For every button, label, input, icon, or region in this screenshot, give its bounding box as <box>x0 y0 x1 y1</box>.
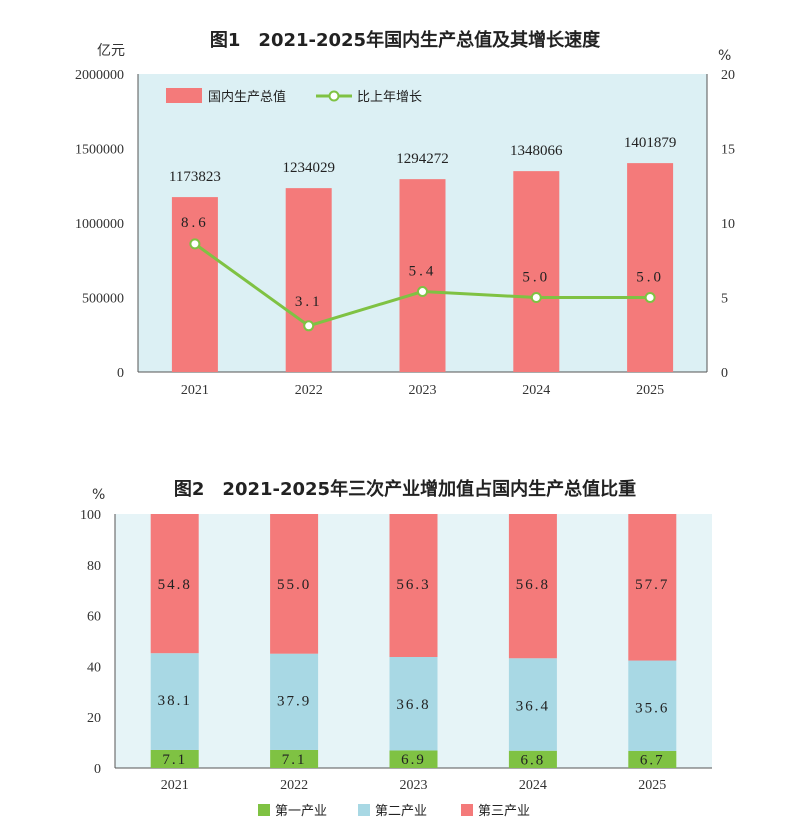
chart1-right-tick-label: 10 <box>721 217 735 232</box>
chart2-primary-data-label: 6.7 <box>640 752 665 768</box>
chart1-right-unit: % <box>718 48 731 64</box>
chart1-x-tick-label: 2022 <box>295 383 323 398</box>
chart2-secondary-segment <box>389 657 438 751</box>
chart2-x-tick-label: 2024 <box>519 778 547 793</box>
chart2-legend-primary-swatch <box>258 804 270 816</box>
chart1-x-tick-label: 2021 <box>181 383 209 398</box>
chart2-primary-segment <box>270 749 319 768</box>
chart2-tertiary-segment <box>389 514 438 658</box>
chart1-gdp-data-label: 1234029 <box>282 160 335 176</box>
chart1-growth-data-label: 5.0 <box>636 270 664 286</box>
chart1-legend-growth-marker <box>328 90 340 102</box>
chart2-x-tick-label: 2022 <box>280 778 308 793</box>
chart1-gdp-bar <box>285 188 332 372</box>
chart2-primary-segment <box>150 749 199 768</box>
chart2-y-tick-label: 100 <box>80 508 101 523</box>
chart2-secondary-data-label: 38.1 <box>158 693 192 709</box>
chart2-primary-segment <box>389 750 438 768</box>
chart2-legend-secondary-label: 第二产业 <box>375 804 427 819</box>
chart1-growth-point <box>530 292 542 303</box>
chart2-primary-data-label: 6.9 <box>401 752 426 768</box>
chart1-legend-growth-label: 比上年增长 <box>357 90 422 105</box>
chart1-growth-data-label: 5.4 <box>409 264 437 280</box>
chart1-left-tick-label: 1500000 <box>75 143 124 158</box>
chart2-tertiary-segment <box>508 514 557 659</box>
chart2-y-tick-label: 0 <box>94 762 101 777</box>
chart2-secondary-data-label: 36.4 <box>516 698 550 714</box>
chart2-tertiary-segment <box>628 514 677 661</box>
chart1-growth-point <box>644 292 656 303</box>
chart2-tertiary-segment <box>270 514 319 654</box>
chart1-gdp-bar <box>513 171 560 372</box>
chart1-gdp-bar <box>627 163 674 372</box>
chart1-growth-data-label: 8.6 <box>181 215 209 231</box>
chart2-tertiary-data-label: 54.8 <box>158 577 192 593</box>
chart1-gdp-data-label: 1294272 <box>396 151 449 167</box>
chart1-growth-point <box>303 320 315 332</box>
chart2-secondary-segment <box>150 653 199 750</box>
chart1-gdp-bar <box>171 197 218 372</box>
chart1-right-tick-label: 0 <box>721 366 728 381</box>
chart1-x-tick-label: 2025 <box>636 383 664 398</box>
chart1-left-tick-label: 500000 <box>82 292 124 307</box>
chart2-secondary-data-label: 36.8 <box>396 697 430 713</box>
chart1-gdp-data-label: 1348066 <box>510 143 563 159</box>
chart1-right-tick-label: 20 <box>721 68 735 83</box>
chart2-secondary-data-label: 35.6 <box>635 701 669 717</box>
chart2-legend-primary-label: 第一产业 <box>275 804 327 819</box>
chart1-x-tick-label: 2024 <box>522 383 550 398</box>
chart2-y-unit: % <box>92 487 105 503</box>
chart1-legend-gdp-label: 国内生产总值 <box>208 89 286 105</box>
chart2-secondary-data-label: 37.9 <box>277 694 311 710</box>
chart2-y-tick-label: 60 <box>87 610 101 625</box>
chart2-secondary-segment <box>628 660 677 751</box>
chart1-gdp-bar <box>399 179 446 372</box>
chart2-x-tick-label: 2023 <box>400 778 428 793</box>
chart2-legend-secondary-swatch <box>358 804 370 816</box>
chart1-right-tick-label: 5 <box>721 292 728 307</box>
chart1-growth-data-label: 3.1 <box>295 294 323 310</box>
chart1-gdp-data-label: 1401879 <box>624 135 677 151</box>
chart1-gdp-data-label: 1173823 <box>169 169 221 185</box>
chart2-tertiary-data-label: 56.8 <box>516 577 550 593</box>
chart2-secondary-segment <box>508 658 557 751</box>
chart1-growth-data-label: 5.0 <box>522 270 550 286</box>
chart1-growth-point <box>417 286 428 298</box>
chart2-primary-data-label: 7.1 <box>162 752 187 768</box>
chart2-primary-data-label: 6.8 <box>521 752 546 768</box>
chart2-tertiary-data-label: 57.7 <box>635 577 669 593</box>
chart1-growth-point <box>189 238 201 250</box>
chart2-title: 图2 2021-2025年三次产业增加值占国内生产总值比重 <box>173 479 637 500</box>
chart2-y-tick-label: 40 <box>87 660 101 675</box>
chart2-x-tick-label: 2021 <box>161 778 189 793</box>
chart2-x-tick-label: 2025 <box>638 778 666 793</box>
chart2-legend-tertiary-label: 第三产业 <box>478 804 530 819</box>
chart2-legend-tertiary-swatch <box>461 804 473 816</box>
chart1-x-tick-label: 2023 <box>409 383 437 398</box>
chart2-primary-segment <box>628 750 677 768</box>
chart2-y-tick-label: 20 <box>87 711 101 726</box>
chart1-legend-gdp-swatch <box>166 88 202 103</box>
chart1-title: 图1 2021-2025年国内生产总值及其增长速度 <box>209 30 601 51</box>
chart2-tertiary-data-label: 56.3 <box>396 577 430 593</box>
chart2-secondary-segment <box>270 653 319 750</box>
chart1-right-tick-label: 15 <box>721 143 735 158</box>
chart1-left-tick-label: 1000000 <box>75 217 124 232</box>
chart1-left-tick-label: 0 <box>117 366 124 381</box>
chart2-y-tick-label: 80 <box>87 559 101 574</box>
chart2-primary-segment <box>508 750 557 768</box>
chart2-primary-data-label: 7.1 <box>282 752 307 768</box>
chart2-tertiary-segment <box>150 514 199 654</box>
chart2-tertiary-data-label: 55.0 <box>277 577 311 593</box>
chart1-left-tick-label: 2000000 <box>75 68 124 83</box>
chart1-left-unit: 亿元 <box>97 43 125 59</box>
